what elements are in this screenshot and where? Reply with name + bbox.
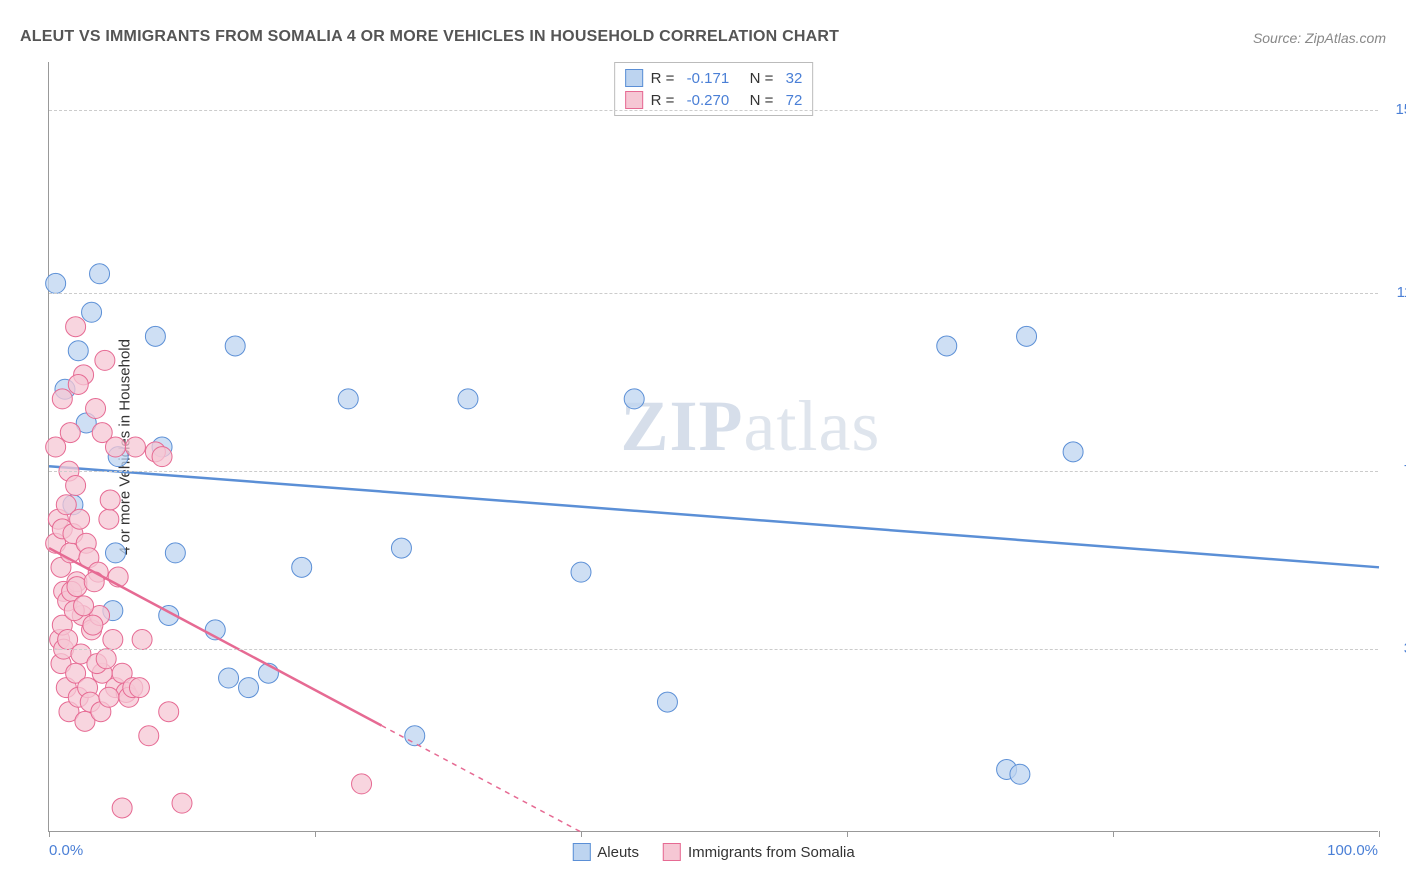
scatter-point <box>112 798 132 818</box>
scatter-point <box>125 437 145 457</box>
scatter-point <box>82 302 102 322</box>
scatter-point <box>571 562 591 582</box>
trend-line <box>49 466 1379 567</box>
scatter-point <box>1063 442 1083 462</box>
scatter-point <box>159 702 179 722</box>
x-tick <box>315 831 316 837</box>
legend-n-label: N = <box>750 70 778 87</box>
scatter-point <box>405 726 425 746</box>
series-legend-item: Aleuts <box>572 843 639 861</box>
x-tick <box>847 831 848 837</box>
chart-title: ALEUT VS IMMIGRANTS FROM SOMALIA 4 OR MO… <box>20 28 839 46</box>
legend-r-label: R = <box>651 92 679 109</box>
correlation-legend-row: R = -0.171 N = 32 <box>625 67 803 89</box>
scatter-point <box>352 774 372 794</box>
legend-swatch <box>572 843 590 861</box>
scatter-point <box>66 317 86 337</box>
x-tick <box>1379 831 1380 837</box>
scatter-point <box>46 273 66 293</box>
series-legend-item: Immigrants from Somalia <box>663 843 855 861</box>
x-axis-max-label: 100.0% <box>1327 842 1378 859</box>
scatter-point <box>99 687 119 707</box>
scatter-point <box>937 336 957 356</box>
scatter-point <box>129 678 149 698</box>
x-tick <box>49 831 50 837</box>
scatter-point <box>83 615 103 635</box>
scatter-point <box>66 476 86 496</box>
scatter-plot-svg <box>49 62 1378 831</box>
x-tick <box>581 831 582 837</box>
scatter-point <box>99 509 119 529</box>
scatter-point <box>139 726 159 746</box>
source-attribution: Source: ZipAtlas.com <box>1253 30 1386 46</box>
scatter-point <box>70 509 90 529</box>
y-tick-label: 3.8% <box>1383 640 1406 657</box>
correlation-legend-row: R = -0.270 N = 72 <box>625 89 803 111</box>
legend-n-label: N = <box>750 92 778 109</box>
legend-r-value: -0.171 <box>687 70 742 87</box>
scatter-point <box>100 490 120 510</box>
scatter-point <box>624 389 644 409</box>
y-tick-label: 11.2% <box>1383 284 1406 301</box>
scatter-point <box>52 389 72 409</box>
scatter-point <box>152 447 172 467</box>
scatter-point <box>219 668 239 688</box>
scatter-point <box>225 336 245 356</box>
scatter-point <box>391 538 411 558</box>
legend-swatch <box>625 91 643 109</box>
x-axis-min-label: 0.0% <box>49 842 83 859</box>
y-tick-label: 15.0% <box>1383 101 1406 118</box>
series-legend-label: Aleuts <box>597 844 639 861</box>
series-legend-label: Immigrants from Somalia <box>688 844 855 861</box>
scatter-point <box>338 389 358 409</box>
scatter-point <box>46 437 66 457</box>
scatter-point <box>86 399 106 419</box>
scatter-point <box>103 630 123 650</box>
scatter-point <box>60 423 80 443</box>
legend-n-value: 72 <box>786 92 803 109</box>
scatter-point <box>145 326 165 346</box>
scatter-point <box>292 557 312 577</box>
legend-swatch <box>625 69 643 87</box>
legend-r-value: -0.270 <box>687 92 742 109</box>
gridline <box>49 649 1378 650</box>
scatter-point <box>1010 764 1030 784</box>
legend-n-value: 32 <box>786 70 803 87</box>
scatter-point <box>67 577 87 597</box>
scatter-point <box>106 543 126 563</box>
scatter-point <box>1017 326 1037 346</box>
scatter-point <box>172 793 192 813</box>
series-legend: Aleuts Immigrants from Somalia <box>572 843 854 861</box>
y-tick-label: 7.5% <box>1383 462 1406 479</box>
scatter-point <box>165 543 185 563</box>
x-tick <box>1113 831 1114 837</box>
legend-r-label: R = <box>651 70 679 87</box>
scatter-point <box>132 630 152 650</box>
scatter-point <box>68 341 88 361</box>
gridline <box>49 471 1378 472</box>
legend-swatch <box>663 843 681 861</box>
scatter-point <box>106 437 126 457</box>
chart-plot-area: 4 or more Vehicles in Household ZIPatlas… <box>48 62 1378 832</box>
scatter-point <box>74 596 94 616</box>
scatter-point <box>95 350 115 370</box>
scatter-point <box>458 389 478 409</box>
scatter-point <box>68 374 88 394</box>
scatter-point <box>657 692 677 712</box>
correlation-legend: R = -0.171 N = 32 R = -0.270 N = 72 <box>614 62 814 116</box>
scatter-point <box>239 678 259 698</box>
gridline <box>49 110 1378 111</box>
trend-line-dashed <box>382 726 582 832</box>
gridline <box>49 293 1378 294</box>
scatter-point <box>96 649 116 669</box>
scatter-point <box>90 264 110 284</box>
